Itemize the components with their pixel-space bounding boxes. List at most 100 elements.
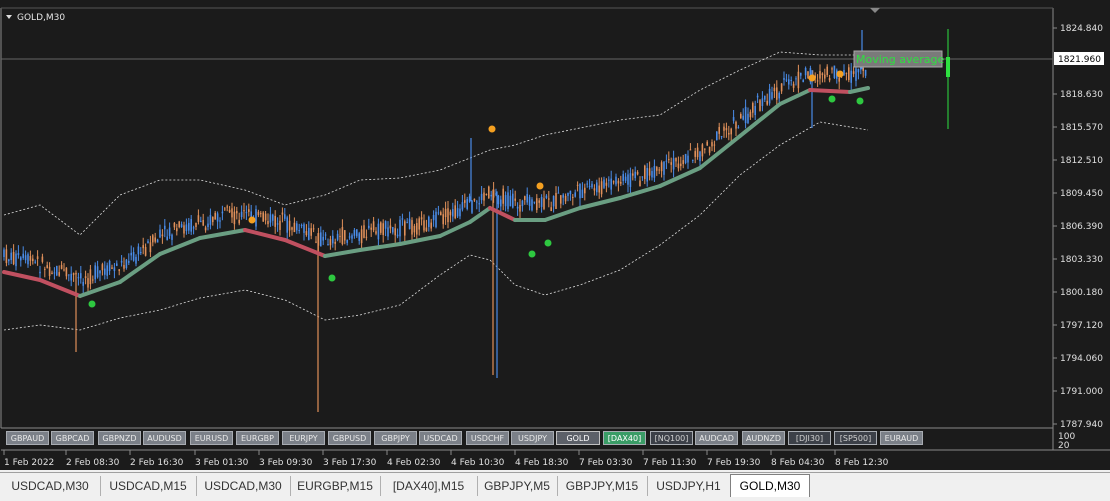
candle-body [248, 209, 250, 212]
time-tick-label: 4 Feb 02:30 [387, 458, 441, 468]
tab--dax40--m15[interactable]: [DAX40],M15 [380, 476, 478, 496]
ma-segment [543, 206, 582, 222]
symbol-button-usdcad[interactable]: USDCAD [419, 431, 462, 445]
candle-body [212, 216, 214, 223]
candle-body [228, 209, 231, 213]
candle-body [164, 225, 166, 230]
candle-body [586, 183, 588, 185]
tab-usdcad-m15[interactable]: USDCAD,M15 [100, 476, 197, 496]
candle-body [48, 266, 51, 276]
candle-body [320, 232, 322, 247]
candle-body [545, 195, 548, 198]
symbol-button-gbpaud[interactable]: GBPAUD [6, 431, 49, 445]
candle-body [464, 200, 466, 203]
time-tick-label: 7 Feb 19:30 [707, 458, 761, 468]
candle-body [327, 243, 329, 245]
price-tick-label: 1794.060 [1060, 354, 1103, 364]
candle-body [728, 132, 730, 135]
candle-body [286, 217, 288, 233]
symbol-button-euraud[interactable]: EURAUD [880, 431, 923, 445]
candle-body [15, 253, 17, 267]
tab-usdjpy-h1[interactable]: USDJPY,H1 [647, 476, 731, 496]
candle-body [495, 193, 497, 195]
candle-body [224, 208, 226, 210]
symbol-button-eurjpy[interactable]: EURJPY [282, 431, 325, 445]
price-axis-labels: 1824.840 1818.630 1815.570 1812.510 1809.450… [1053, 24, 1103, 430]
symbol-button-gbpusd[interactable]: GBPUSD [328, 431, 371, 445]
candle-body [195, 222, 197, 227]
tab-usdcad-m30[interactable]: USDCAD,M30 [196, 476, 291, 496]
candle-body [298, 230, 300, 232]
candle-body [348, 236, 351, 238]
symbol-button-nq100[interactable]: [NQ100] [650, 431, 693, 445]
symbol-button-dax40[interactable]: [DAX40] [603, 431, 646, 445]
candle-body [456, 208, 459, 217]
tab-gbpjpy-m15[interactable]: GBPJPY,M15 [557, 476, 648, 496]
symbol-button-gbpnzd[interactable]: GBPNZD [98, 431, 141, 445]
candle-body [46, 265, 48, 268]
candle-body [183, 225, 185, 234]
price-tick-label: 1797.120 [1060, 321, 1103, 331]
time-tick-label: 1 Feb 2022 [4, 458, 54, 468]
candle-body [82, 281, 84, 286]
symbol-button-gbpcad[interactable]: GBPCAD [51, 431, 94, 445]
candle-body [250, 211, 252, 217]
candle-body [723, 126, 725, 131]
candle-body [20, 257, 22, 261]
symbol-button-gold[interactable]: GOLD [556, 431, 600, 445]
tab-eurgbp-m15[interactable]: EURGBP,M15 [290, 476, 381, 496]
time-tick-label: 2 Feb 16:30 [130, 458, 184, 468]
candle-body [564, 195, 567, 202]
symbol-button-audnzd[interactable]: AUDNZD [742, 431, 785, 445]
ma-segment [848, 86, 870, 94]
candle-body [34, 261, 36, 263]
candle-body [550, 207, 552, 211]
symbol-button-sp500[interactable]: [SP500] [834, 431, 877, 445]
symbol-button-eurgbp[interactable]: EURGBP [236, 431, 279, 445]
candle-body [392, 227, 394, 233]
candle-body [104, 268, 106, 275]
candle-body [821, 73, 824, 76]
candle-body [428, 216, 430, 227]
candle-body [41, 256, 44, 262]
candle-body [747, 113, 749, 124]
symbol-button-audcad[interactable]: AUDCAD [695, 431, 738, 445]
candle-body [610, 178, 612, 190]
chart-title-arrow-icon[interactable] [6, 15, 12, 19]
candle-body [588, 186, 591, 188]
tab-gbpjpy-m5[interactable]: GBPJPY,M5 [477, 476, 558, 496]
tab-gold-m30[interactable]: GOLD,M30 [730, 474, 810, 497]
candle-body [665, 160, 668, 162]
candle-body [783, 77, 785, 80]
symbol-button-audusd[interactable]: AUDUSD [143, 431, 186, 445]
candle-body [533, 201, 536, 203]
symbol-button-dji30[interactable]: [DJI30] [788, 431, 831, 445]
candle-body [108, 260, 111, 272]
chart-window[interactable]: GOLD,M30 Moving average 1824.840 1818.630… [0, 0, 1110, 470]
candle-body [401, 218, 404, 220]
candle-body [329, 239, 332, 246]
symbol-button-eurusd[interactable]: EURUSD [190, 431, 233, 445]
candle-body [358, 233, 360, 241]
indicator-label-box[interactable]: Moving average [853, 50, 945, 68]
candle-body [732, 117, 735, 121]
price-chart[interactable]: GOLD,M30 Moving average 1824.840 1818.630… [0, 0, 1110, 470]
candle-body [855, 68, 857, 81]
tab-usdcad-m30[interactable]: USDCAD,M30 [0, 476, 101, 496]
candle-body [204, 227, 207, 231]
candle-body [636, 171, 639, 175]
candle-body [245, 212, 248, 214]
candle-body [171, 234, 173, 240]
candle-body [166, 236, 168, 241]
symbol-button-usdchf[interactable]: USDCHF [466, 431, 509, 445]
candle-body [593, 188, 596, 191]
candle-body [459, 208, 461, 217]
candle-body [567, 193, 569, 196]
candle-body [267, 221, 269, 225]
candle-body [423, 220, 425, 231]
candle-body [58, 272, 60, 276]
candle-body [200, 221, 202, 223]
candle-body [543, 198, 545, 209]
symbol-button-usdjpy[interactable]: USDJPY [511, 431, 554, 445]
symbol-button-gbpjpy[interactable]: GBPJPY [374, 431, 417, 445]
